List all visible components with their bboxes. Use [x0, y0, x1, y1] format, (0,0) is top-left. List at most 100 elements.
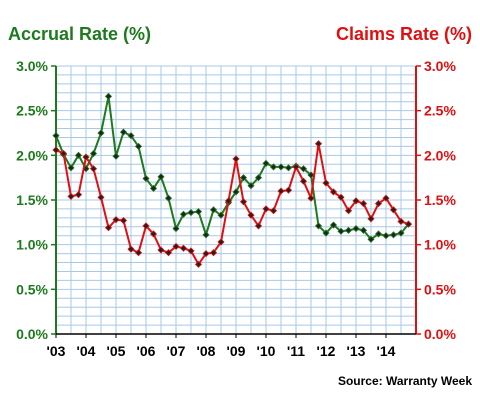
claims-point	[52, 146, 60, 154]
accrual-point	[209, 206, 218, 214]
claims-point	[314, 140, 323, 148]
x-tick-label: '09	[227, 343, 246, 359]
left-axis-title: Accrual Rate (%)	[8, 24, 151, 44]
claims-point	[247, 211, 255, 219]
accrual-point	[277, 163, 285, 171]
accrual-point	[134, 142, 143, 150]
claims-point	[232, 155, 240, 163]
claims-point	[187, 247, 195, 255]
accrual-point	[67, 164, 75, 172]
claims-point	[74, 191, 83, 199]
right-tick-label: 3.0%	[424, 58, 456, 74]
left-tick-label: 1.0%	[16, 237, 48, 253]
accrual-point	[217, 211, 225, 219]
accrual-point	[172, 225, 180, 233]
left-tick-label: 3.0%	[16, 58, 48, 74]
claims-point	[104, 224, 113, 232]
accrual-point	[344, 226, 353, 234]
claims-point	[67, 192, 75, 200]
x-tick-label: '11	[287, 343, 305, 359]
accrual-point	[97, 129, 105, 137]
accrual-point	[194, 208, 203, 216]
claims-point	[382, 194, 390, 202]
claims-point	[179, 244, 188, 252]
claims-point	[164, 249, 173, 257]
left-tick-label: 2.0%	[16, 147, 48, 163]
right-tick-label: 0.0%	[424, 326, 456, 342]
accrual-point	[397, 229, 405, 237]
accrual-point	[284, 164, 293, 172]
claims-point	[322, 179, 330, 187]
source-note: Source: Warranty Week	[338, 374, 472, 388]
accrual-point	[337, 227, 345, 235]
claims-point	[344, 207, 353, 215]
tick-labels: 0.0% 0.0% 0.5% 0.5% 1.0% 1.0% 1.5% 1.5% 2.0% 2.0%…	[16, 58, 456, 359]
right-tick-label: 1.5%	[424, 192, 456, 208]
claims-point	[292, 163, 300, 171]
accrual-point	[52, 132, 60, 140]
accrual-point	[127, 132, 135, 140]
accrual-point	[74, 151, 83, 159]
accrual-point	[269, 163, 278, 171]
accrual-point	[389, 231, 398, 239]
accrual-point	[247, 182, 255, 190]
left-tick-label: 1.5%	[16, 192, 48, 208]
accrual-point	[299, 165, 308, 173]
claims-point	[89, 165, 98, 173]
claims-point	[262, 205, 270, 213]
accrual-point	[359, 226, 368, 234]
x-tick-label: '10	[257, 343, 276, 359]
claims-point	[119, 216, 128, 225]
accrual-point	[164, 194, 173, 202]
claims-point	[307, 194, 315, 202]
x-tick-label: '05	[107, 343, 126, 359]
claims-point	[389, 206, 398, 214]
accrual-point	[112, 152, 120, 160]
right-tick-label: 2.0%	[424, 147, 456, 163]
left-tick-label: 0.5%	[16, 281, 48, 297]
accrual-point	[179, 210, 188, 218]
claims-point	[299, 177, 308, 185]
claims-point	[374, 200, 383, 208]
x-tick-label: '07	[167, 343, 186, 359]
x-tick-label: '13	[347, 343, 366, 359]
claims-point	[254, 222, 263, 230]
axes	[51, 65, 421, 338]
x-tick-label: '08	[197, 343, 216, 359]
claims-point	[337, 193, 345, 201]
claims-point	[194, 260, 203, 268]
accrual-point	[239, 174, 248, 182]
claims-point	[112, 216, 120, 224]
accrual-point	[352, 225, 360, 233]
claims-point	[277, 187, 285, 195]
x-tick-label: '14	[377, 343, 396, 359]
accrual-point	[382, 232, 390, 240]
accrual-point	[322, 229, 330, 237]
right-tick-label: 2.5%	[424, 103, 456, 119]
claims-point	[217, 238, 225, 246]
left-tick-label: 0.0%	[16, 326, 48, 342]
claims-point	[172, 242, 180, 251]
claims-point	[157, 246, 165, 254]
accrual-point	[187, 208, 195, 217]
right-tick-label: 0.5%	[424, 281, 456, 297]
claims-point	[134, 249, 143, 257]
claims-point	[239, 198, 248, 206]
accrual-point	[157, 173, 165, 181]
claims-point	[397, 217, 405, 226]
right-axis-title: Claims Rate (%)	[336, 24, 472, 44]
left-tick-label: 2.5%	[16, 103, 48, 119]
x-tick-label: '04	[77, 343, 96, 359]
accrual-point	[307, 171, 315, 179]
accrual-point	[254, 174, 263, 182]
accrual-point	[314, 222, 323, 230]
claims-point	[202, 250, 210, 258]
right-tick-label: 1.0%	[424, 237, 456, 253]
accrual-point	[119, 128, 128, 136]
grid	[56, 65, 416, 334]
claims-point	[224, 197, 233, 205]
accrual-point	[262, 159, 270, 167]
accrual-point	[89, 149, 98, 158]
accrual-point	[329, 221, 338, 229]
